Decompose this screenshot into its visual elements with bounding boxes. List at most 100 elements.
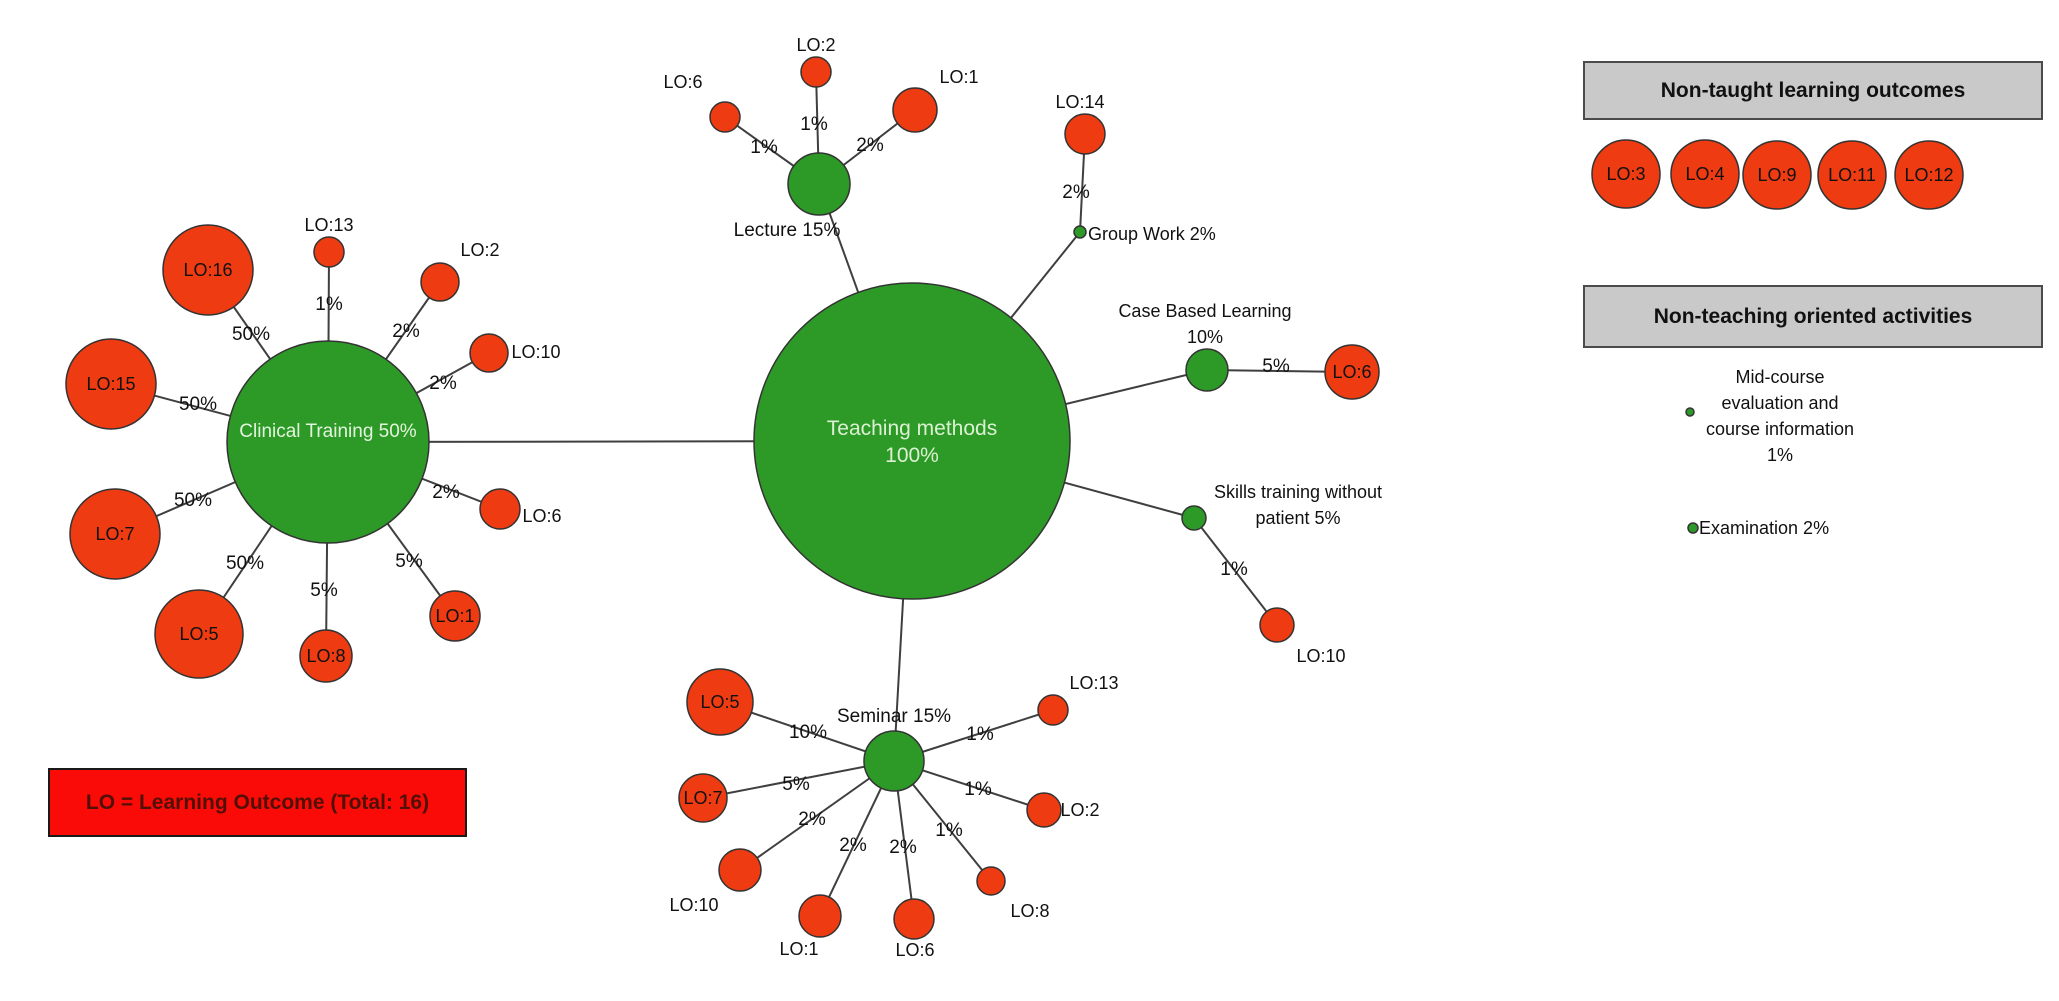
node-label-leg-lo3: LO:3	[1606, 164, 1645, 184]
node-lec-lo6	[709, 101, 741, 133]
node-label-teaching: Teaching methods 100%	[827, 417, 997, 467]
node-leg-lo4	[1670, 139, 1740, 209]
node-label-leg-lo4: LO:4	[1685, 164, 1724, 184]
node-mid-dot	[1685, 407, 1695, 417]
edge-label-clinical-cl-lo13: 1%	[315, 294, 343, 315]
node-label-skills: Skills training without patient 5%	[1214, 482, 1382, 528]
node-label-lec-lo6: LO:6	[663, 72, 702, 92]
node-se-lo10	[718, 848, 762, 892]
node-cl-lo8	[299, 629, 353, 683]
node-label-seminar: Seminar 15%	[837, 706, 951, 727]
node-exam-dot	[1687, 522, 1699, 534]
node-label-cl-lo13: LO:13	[304, 215, 353, 235]
edge-seminar-se-lo7	[702, 760, 895, 799]
node-lo5	[154, 589, 244, 679]
node-leg-lo3	[1591, 139, 1661, 209]
node-cl-lo13	[313, 236, 345, 268]
lo-definition-note-label: LO = Learning Outcome (Total: 16)	[85, 790, 430, 814]
node-clinical	[226, 340, 430, 544]
lo-definition-note: LO = Learning Outcome (Total: 16)	[48, 768, 467, 837]
node-cl-lo10	[469, 333, 509, 373]
node-label-se-lo7: LO:7	[683, 788, 722, 808]
node-label-se-lo2: LO:2	[1060, 800, 1099, 820]
edge-label-seminar-se-lo6: 2%	[889, 837, 917, 858]
edge-label-seminar-se-lo1: 2%	[839, 835, 867, 856]
node-label-leg-lo9: LO:9	[1757, 165, 1796, 185]
node-label-cl-lo7: LO:7	[95, 524, 134, 544]
node-label-lo14: LO:14	[1055, 92, 1104, 112]
node-lec-lo2	[800, 56, 832, 88]
node-se-lo1	[798, 894, 842, 938]
edge-label-seminar-se-lo10: 2%	[798, 809, 826, 830]
node-se-lo13	[1037, 694, 1069, 726]
node-cb-lo6	[1324, 344, 1380, 400]
legend-header-non-taught-label: Non-taught learning outcomes	[1660, 78, 1966, 102]
edge-label-clinical-cl-lo10: 2%	[429, 373, 457, 394]
node-label-cl-lo2: LO:2	[460, 240, 499, 260]
node-label-casebased: Case Based Learning 10%	[1118, 301, 1291, 347]
edge-label-seminar-se-lo13: 1%	[966, 724, 994, 745]
node-label-groupwork: Group Work 2%	[1088, 224, 1216, 244]
node-se-lo2	[1026, 792, 1062, 828]
node-label-cl-lo8: LO:8	[306, 646, 345, 666]
node-label-cl-lo10: LO:10	[511, 342, 560, 362]
edge-label-lecture-lec-lo2: 1%	[800, 114, 828, 135]
edge-label-clinical-lo5: 50%	[226, 553, 264, 574]
node-label-leg-lo11: LO:11	[1828, 165, 1876, 185]
edge-label-casebased-cb-lo6: 5%	[1262, 356, 1290, 377]
node-lo14	[1064, 113, 1106, 155]
node-label-se-lo13: LO:13	[1069, 673, 1118, 693]
node-lecture	[787, 152, 851, 216]
edge-skills-sk-lo10	[1193, 517, 1278, 626]
node-se-lo7	[678, 773, 728, 823]
node-lo15	[65, 338, 157, 430]
node-leg-lo12	[1894, 140, 1964, 210]
node-skills	[1181, 505, 1207, 531]
edge-label-lecture-lec-lo6: 1%	[750, 137, 778, 158]
edge-label-seminar-se-lo2: 1%	[964, 779, 992, 800]
node-label-se-lo10: LO:10	[669, 895, 718, 915]
edge-label-clinical-cl-lo8: 5%	[310, 580, 338, 601]
node-lec-lo1	[892, 87, 938, 133]
node-cl-lo7	[69, 488, 161, 580]
edge-label-seminar-se-lo5: 10%	[789, 722, 827, 743]
edge-seminar-se-lo10	[739, 760, 895, 871]
edge-label-clinical-cl-lo6: 2%	[432, 482, 460, 503]
node-leg-lo9	[1742, 140, 1812, 210]
node-seminar	[863, 730, 925, 792]
edge-label-clinical-cl-lo2: 2%	[392, 321, 420, 342]
edge-label-lecture-lec-lo1: 2%	[856, 135, 884, 156]
node-label-se-lo5: LO:5	[700, 692, 739, 712]
node-label-exam-dot: Examination 2%	[1699, 518, 1829, 538]
legend-header-non-taught: Non-taught learning outcomes	[1583, 61, 2043, 120]
node-label-se-lo8: LO:8	[1010, 901, 1049, 921]
node-groupwork	[1073, 225, 1087, 239]
node-label-lec-lo1: LO:1	[939, 67, 978, 87]
node-label-lo15: LO:15	[86, 374, 135, 394]
edge-label-seminar-se-lo8: 1%	[935, 820, 963, 841]
edge-label-clinical-lo15: 50%	[179, 394, 217, 415]
node-se-lo8	[976, 866, 1006, 896]
node-lo16	[162, 224, 254, 316]
node-cl-lo6	[479, 488, 521, 530]
node-teaching	[753, 282, 1071, 600]
edge-label-lo14-groupwork: 2%	[1062, 182, 1090, 203]
edge-label-clinical-lo16: 50%	[232, 324, 270, 345]
node-cl-lo2	[420, 262, 460, 302]
node-casebased	[1185, 348, 1229, 392]
legend-header-non-teaching: Non-teaching oriented activities	[1583, 285, 2043, 348]
node-label-leg-lo12: LO:12	[1904, 165, 1953, 185]
node-label-lo5: LO:5	[179, 624, 218, 644]
node-leg-lo11	[1817, 140, 1887, 210]
node-label-lo16: LO:16	[183, 260, 232, 280]
node-label-cl-lo6: LO:6	[522, 506, 561, 526]
node-label-sk-lo10: LO:10	[1296, 646, 1345, 666]
edge-label-clinical-cl-lo7: 50%	[174, 490, 212, 511]
node-se-lo6	[893, 898, 935, 940]
node-label-lecture: Lecture 15%	[734, 220, 841, 241]
node-label-mid-dot: Mid-course evaluation and course informati…	[1706, 367, 1854, 465]
edge-label-seminar-se-lo7: 5%	[782, 774, 810, 795]
node-label-cl-lo1: LO:1	[435, 606, 474, 626]
